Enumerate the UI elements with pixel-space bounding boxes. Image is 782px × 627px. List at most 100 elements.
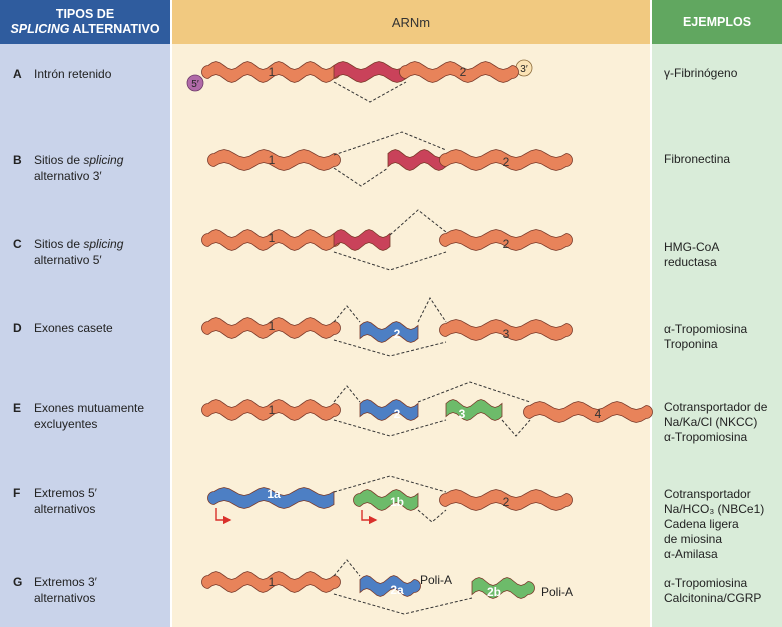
exon-2b-segment xyxy=(471,577,535,599)
row-type-text: Exones mutuamente excluyentes xyxy=(34,401,145,431)
row-type-text: Sitios de splicing alternativo 5′ xyxy=(34,237,124,267)
example-line: α-Tropomiosina xyxy=(664,322,748,336)
splice-line-upper-b xyxy=(417,381,531,403)
exon-1-segment xyxy=(201,571,341,593)
exon-2-label: 2 xyxy=(394,407,401,421)
row-d-diagram: 1 2 3 xyxy=(201,297,573,357)
example-line: γ-Fibrinógeno xyxy=(664,66,738,80)
exon-2-label: 2 xyxy=(394,327,401,341)
retained-intron-segment xyxy=(333,61,407,83)
splice-line-lower xyxy=(333,167,389,187)
types-header-italic: SPLICING xyxy=(10,22,70,36)
exon-4-segment xyxy=(523,401,653,423)
promoter-arrow-1b xyxy=(361,510,378,525)
splice-line-upper-b xyxy=(417,297,447,323)
example-line: α-Tropomiosina xyxy=(664,576,748,590)
splice-line-upper-a xyxy=(333,385,361,403)
example-line: α-Amilasa xyxy=(664,547,718,561)
row-letter: B xyxy=(13,153,22,167)
mrna-header: ARNm xyxy=(172,0,650,44)
row-examples-b: Fibronectina xyxy=(664,152,782,167)
row-type-text: Extremos 3′ alternativos xyxy=(34,575,97,605)
splice-line-lower xyxy=(333,339,447,357)
row-g-diagram: 1 2a 2b Poli-A Poli-A xyxy=(201,559,573,615)
row-letter: D xyxy=(13,321,22,335)
alt-5-segment xyxy=(333,229,391,251)
example-line: HMG-CoA xyxy=(664,240,720,254)
splice-line-lower xyxy=(333,251,447,271)
exon-1-label: 1 xyxy=(269,575,276,589)
row-examples-d: α-Tropomiosina Troponina xyxy=(664,322,782,352)
row-type-text: Intrón retenido xyxy=(34,67,112,81)
cap-3-label: 3′ xyxy=(520,64,528,75)
splice-line-upper xyxy=(333,559,361,577)
example-line: α-Tropomiosina xyxy=(664,430,748,444)
exon-2-segment xyxy=(399,61,519,83)
example-line: Na/Ka/Cl (NKCC) xyxy=(664,415,758,429)
promoter-arrow-1a xyxy=(215,508,232,525)
exon-1b-segment xyxy=(353,489,419,511)
exclusive-exon-2-segment xyxy=(359,399,419,421)
row-letter: E xyxy=(13,401,22,415)
example-line: Fibronectina xyxy=(664,152,731,166)
exon-2a-segment xyxy=(359,575,421,597)
splice-line-upper xyxy=(333,131,447,156)
exon-1b-label: 1b xyxy=(390,495,404,509)
splice-line-upper xyxy=(389,209,447,236)
row-examples-e: Cotransportador de Na/Ka/Cl (NKCC) α-Tropo… xyxy=(664,400,782,445)
row-e-diagram: 1 2 3 4 xyxy=(201,381,653,437)
exon-1-label: 1 xyxy=(269,65,276,79)
examples-header: EJEMPLOS xyxy=(652,0,782,44)
exon-4-label: 4 xyxy=(595,407,602,421)
cassette-exon-segment xyxy=(359,321,419,343)
row-a-diagram: 5′ 3′ 1 2 xyxy=(186,59,533,103)
exon-2b-label: 2b xyxy=(487,585,501,599)
splice-line xyxy=(333,81,407,103)
cap-5-circle xyxy=(186,74,204,92)
row-letter: F xyxy=(13,486,21,500)
exon-2-label: 2 xyxy=(503,495,510,509)
splice-line-lower-a xyxy=(333,419,447,437)
types-header-line1: TIPOS DE xyxy=(55,7,115,21)
exon-1a-label: 1a xyxy=(267,487,281,501)
exon-1-segment xyxy=(207,149,341,171)
exon-2-label: 2 xyxy=(460,65,467,79)
exon-1-label: 1 xyxy=(269,231,276,245)
types-column xyxy=(0,0,170,627)
exon-1-segment xyxy=(201,317,341,339)
row-letter: A xyxy=(13,67,22,81)
exon-2a-label: 2a xyxy=(390,583,404,597)
exon-2-label: 2 xyxy=(503,155,510,169)
mrna-column xyxy=(172,0,650,627)
splice-line-lower xyxy=(417,509,447,523)
example-line: de miosina xyxy=(664,532,723,546)
splice-line-lower xyxy=(333,593,473,615)
row-letter: G xyxy=(13,575,23,589)
example-line: Troponina xyxy=(664,337,718,351)
exon-2-label: 2 xyxy=(503,237,510,251)
example-line: Cotransportador de xyxy=(664,400,768,414)
exon-2-segment xyxy=(439,229,573,251)
alt-3-segment xyxy=(387,149,447,171)
row-type-text: Sitios de splicing alternativo 3′ xyxy=(34,153,124,183)
types-header-rest: ALTERNATIVO xyxy=(69,22,160,36)
cap-5-label: 5′ xyxy=(191,79,199,90)
exon-2-segment xyxy=(439,149,573,171)
exon-3-label: 3 xyxy=(459,407,466,421)
exon-1a-segment xyxy=(207,487,335,509)
row-type-text: Extremos 5′ alternativos xyxy=(34,486,97,516)
example-line: Cotransportador xyxy=(664,487,751,501)
example-line: Cadena ligera xyxy=(664,517,739,531)
exclusive-exon-3-segment xyxy=(445,399,503,421)
examples-column xyxy=(652,0,782,627)
exon-3-label: 3 xyxy=(503,327,510,341)
row-f-diagram: 1a 1b 2 xyxy=(207,475,573,525)
exon-1-label: 1 xyxy=(269,153,276,167)
row-examples-a: γ-Fibrinógeno xyxy=(664,66,782,81)
exon-3-segment xyxy=(439,319,573,341)
exon-2-segment xyxy=(439,489,573,511)
exon-1-label: 1 xyxy=(269,319,276,333)
